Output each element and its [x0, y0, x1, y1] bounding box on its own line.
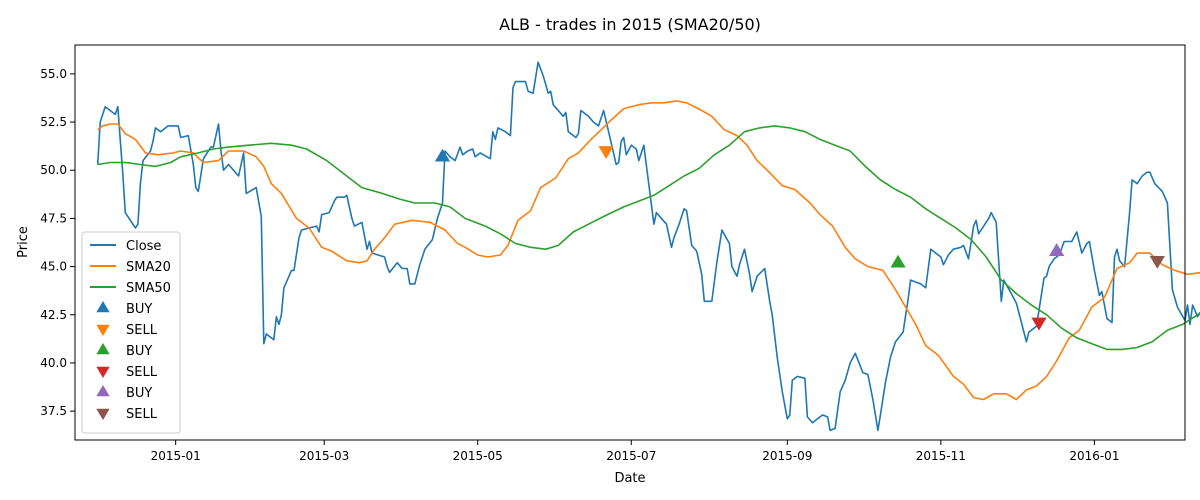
y-axis: 37.5 40.0 42.5 45.0 47.5 50.0 52.5 55.0: [40, 67, 75, 418]
trade-marker-buy-5: [1049, 243, 1065, 256]
x-tick-label: 2015-11: [916, 449, 966, 463]
x-axis: 2015-01 2015-03 2015-05 2015-07 2015-09 2015-…: [151, 440, 1119, 463]
legend-marker: [96, 408, 110, 420]
y-tick-label: 37.5: [40, 404, 67, 418]
y-tick-label: 55.0: [40, 67, 67, 81]
legend-label: SMA20: [126, 260, 171, 275]
y-tick-label: 47.5: [40, 211, 67, 225]
axes-frame: [74, 44, 1186, 441]
x-tick-label: 2015-05: [453, 449, 503, 463]
y-axis-label: Price: [16, 226, 31, 258]
y-tick-label: 42.5: [40, 308, 67, 322]
y-tick-label: 40.0: [40, 356, 67, 370]
legend-box: [81, 231, 181, 434]
trade-marker-buy-3: [890, 254, 906, 268]
legend-label: SMA50: [126, 281, 171, 296]
y-tick-label: 45.0: [40, 260, 67, 274]
x-tick-label: 2016-01: [1069, 449, 1119, 463]
chart-title: ALB - trades in 2015 (SMA20/50): [499, 15, 761, 34]
series-line-close: [96, 61, 1200, 432]
legend-label: BUY: [126, 344, 152, 359]
trade-marker-sell-2: [598, 146, 614, 159]
legend-marker: [96, 366, 110, 378]
legend: Close SMA20 SMA50 BUY SELL BUY SELL BUY SELL: [81, 231, 181, 434]
y-tick-label: 52.5: [40, 115, 67, 129]
y-tick-label: 50.0: [40, 163, 67, 177]
legend-label: Close: [126, 239, 161, 254]
legend-marker: [96, 385, 110, 397]
x-tick-label: 2015-07: [606, 449, 656, 463]
trade-marker-sell-4: [1031, 317, 1047, 331]
x-tick-label: 2015-09: [762, 449, 812, 463]
legend-label: SELL: [126, 323, 158, 338]
trade-marker-buy-1: [434, 148, 451, 162]
x-axis-label: Date: [614, 471, 645, 486]
trade-marker-sell-6: [1149, 256, 1165, 269]
legend-label: SELL: [126, 407, 158, 422]
legend-marker: [96, 343, 110, 355]
legend-label: SELL: [126, 365, 158, 380]
legend-label: BUY: [126, 386, 152, 401]
legend-label: BUY: [126, 302, 152, 317]
legend-marker: [96, 324, 110, 336]
x-tick-label: 2015-01: [151, 449, 201, 463]
series-line-sma20: [97, 100, 1200, 401]
x-tick-label: 2015-03: [299, 449, 349, 463]
legend-marker: [96, 301, 110, 313]
